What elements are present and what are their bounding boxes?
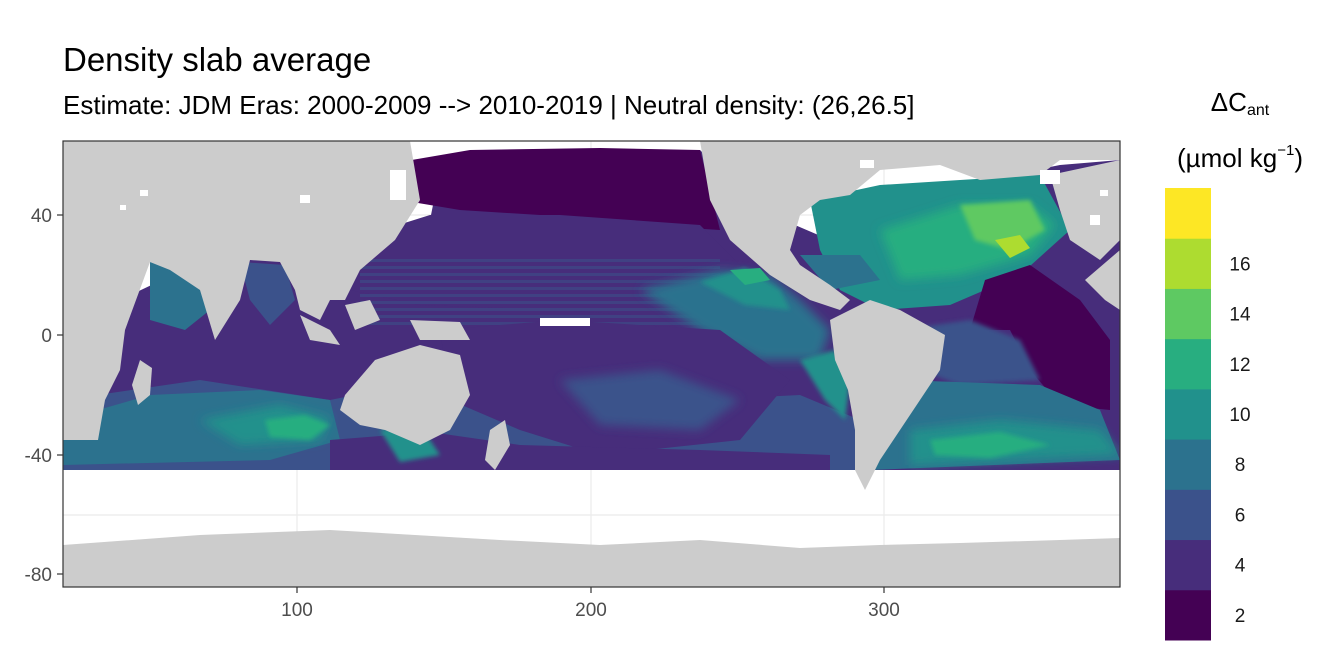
legend-label: 14 (1229, 305, 1251, 326)
legend-label: 10 (1229, 405, 1250, 426)
bay-of-bengal (240, 262, 295, 325)
legend-title: ΔCant (µmol kg−1) (1160, 82, 1320, 178)
ocean-field (63, 148, 1120, 470)
eastern-pacific-high (700, 268, 790, 310)
legend-labels: 2 4 6 8 10 12 14 16 (1229, 254, 1251, 627)
land-sumatra (300, 315, 340, 345)
caribbean (800, 255, 880, 290)
legend-swatch (1165, 489, 1211, 541)
x-tick-label: 200 (575, 600, 607, 621)
x-tick-label: 300 (868, 600, 900, 621)
north-atlantic-peak (995, 235, 1030, 258)
southern-ocean-edge (330, 432, 830, 470)
south-pacific-mid (560, 370, 740, 430)
legend-label: 12 (1229, 355, 1250, 376)
legend-title-symbol: ΔCant (1210, 87, 1270, 119)
land-borneo (345, 300, 380, 330)
legend-swatch (1165, 238, 1211, 289)
legend-swatch (1165, 188, 1211, 239)
legend-title-unit: (µmol kg−1) (1177, 142, 1303, 173)
land-south-america (830, 300, 945, 490)
page-subtitle: Estimate: JDM Eras: 2000-2009 --> 2010-2… (63, 90, 915, 120)
land-antarctica (63, 530, 1120, 587)
eastern-pacific-mid (640, 270, 830, 360)
x-tick-label: 100 (281, 600, 313, 621)
no-data-specks (120, 160, 1108, 326)
page-title: Density slab average (63, 41, 372, 78)
land-north-america (700, 141, 1120, 310)
map-panel (63, 141, 1120, 587)
legend-swatch (1165, 539, 1211, 591)
land-europe (1050, 160, 1120, 260)
land-japan (355, 215, 385, 250)
y-tick-label: -80 (25, 565, 52, 586)
legend-label: 6 (1235, 505, 1246, 526)
south-america-coast-band (800, 350, 850, 420)
y-tick-label: -40 (25, 446, 52, 467)
land-new-guinea (410, 320, 470, 340)
legend-colorbar (1165, 188, 1211, 641)
north-atlantic-high (960, 200, 1045, 250)
north-pacific-subpolar (400, 148, 720, 230)
legend-swatch (1165, 589, 1211, 641)
land-africa-wrap (1085, 250, 1120, 310)
eastern-pacific-peak (730, 268, 770, 285)
south-atlantic-peak (930, 432, 1050, 458)
legend-swatch (1165, 439, 1211, 490)
legend-label: 8 (1235, 455, 1246, 476)
land (63, 141, 1120, 587)
x-axis: 100 200 300 (281, 587, 900, 621)
legend-label: 2 (1235, 606, 1246, 627)
legend-swatch (1165, 388, 1211, 440)
legend-swatch (1165, 338, 1211, 390)
land-africa-eurasia (63, 141, 420, 440)
legend-label: 4 (1235, 556, 1246, 577)
land-madagascar (132, 360, 152, 405)
y-tick-label: 0 (41, 326, 52, 347)
land-australia (340, 345, 470, 445)
land-new-zealand (485, 420, 510, 470)
legend-swatch (1165, 288, 1211, 340)
legend-label: 16 (1229, 254, 1250, 275)
y-axis: 40 0 -40 -80 (25, 206, 63, 586)
ocean-band-indian-peak (265, 415, 330, 440)
east-tropical-atlantic-dark (970, 265, 1110, 410)
y-tick-label: 40 (31, 206, 52, 227)
